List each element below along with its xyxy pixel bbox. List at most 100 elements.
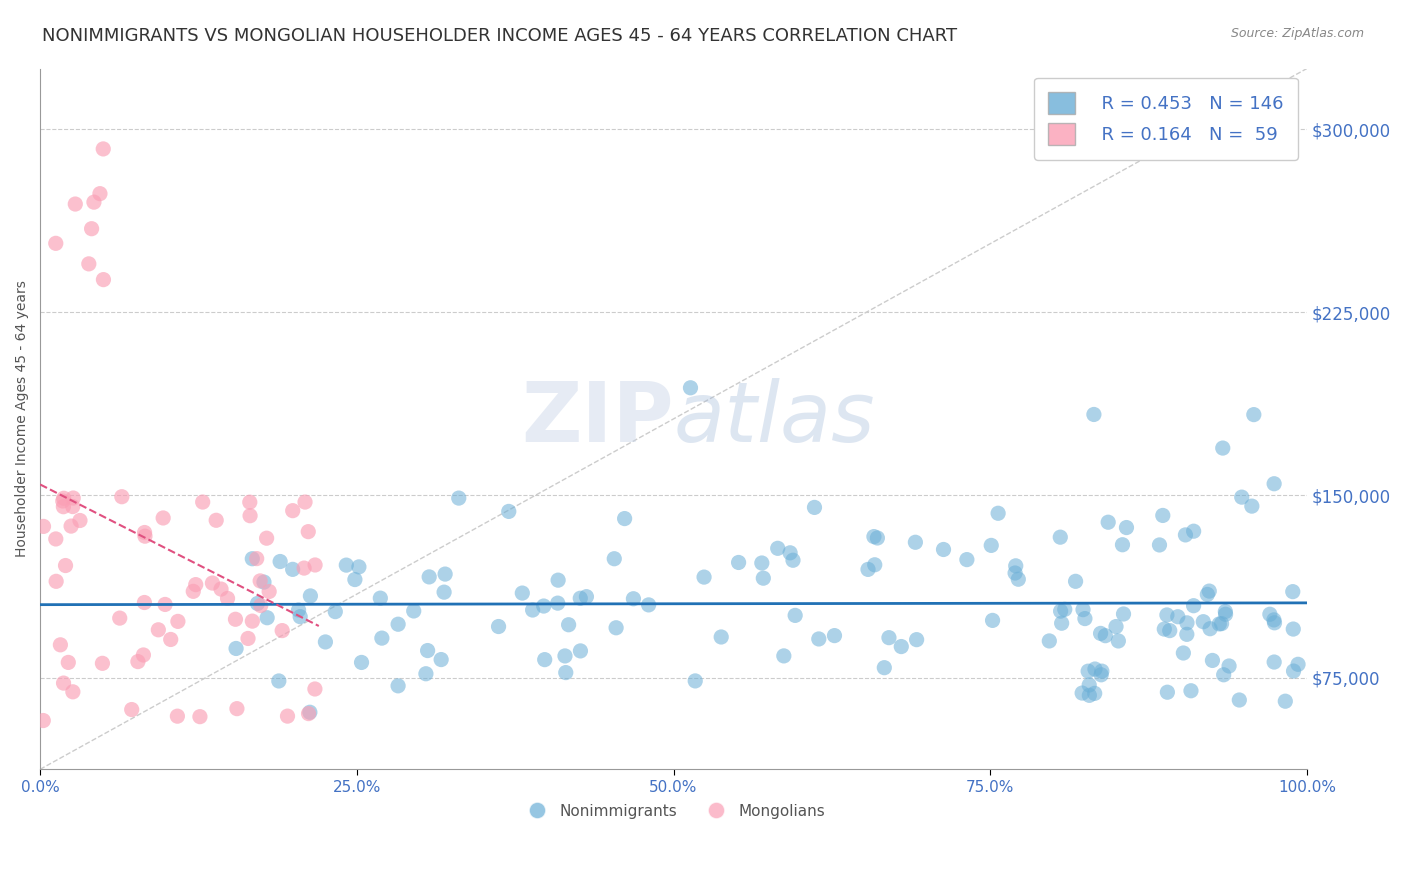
Point	[554, 665, 576, 680]
Point	[1053, 602, 1076, 616]
Point	[863, 530, 886, 544]
Point	[111, 490, 134, 504]
Point	[249, 574, 271, 588]
Point	[45, 532, 67, 546]
Point	[1180, 683, 1202, 698]
Point	[1243, 408, 1265, 422]
Point	[371, 631, 394, 645]
Point	[1078, 678, 1101, 692]
Point	[1198, 584, 1220, 599]
Point	[1263, 613, 1285, 627]
Point	[1211, 616, 1233, 631]
Point	[58, 656, 80, 670]
Point	[217, 591, 239, 606]
Point	[347, 560, 370, 574]
Point	[785, 608, 807, 623]
Point	[246, 597, 269, 611]
Point	[1212, 441, 1234, 455]
Point	[62, 685, 84, 699]
Point	[49, 638, 72, 652]
Point	[246, 551, 269, 566]
Point	[1182, 524, 1205, 539]
Point	[766, 541, 789, 556]
Point	[240, 551, 263, 566]
Point	[292, 561, 315, 575]
Point	[1173, 646, 1195, 660]
Point	[1084, 662, 1107, 676]
Point	[191, 495, 214, 509]
Point	[569, 644, 592, 658]
Point	[1152, 508, 1174, 523]
Point	[1175, 615, 1198, 630]
Point	[350, 656, 373, 670]
Point	[956, 552, 979, 566]
Point	[510, 586, 533, 600]
Point	[239, 508, 262, 523]
Point	[418, 570, 440, 584]
Point	[1215, 605, 1237, 619]
Point	[343, 573, 366, 587]
Point	[1174, 528, 1197, 542]
Point	[727, 556, 749, 570]
Point	[226, 701, 249, 715]
Point	[299, 589, 322, 603]
Point	[710, 630, 733, 644]
Point	[1263, 476, 1285, 491]
Point	[89, 186, 111, 201]
Point	[287, 603, 309, 617]
Point	[447, 491, 470, 505]
Point	[772, 648, 794, 663]
Point	[605, 621, 627, 635]
Point	[108, 611, 131, 625]
Point	[430, 652, 453, 666]
Point	[433, 585, 456, 599]
Point	[1038, 634, 1060, 648]
Point	[693, 570, 716, 584]
Point	[1156, 607, 1178, 622]
Point	[498, 504, 520, 518]
Point	[1230, 490, 1253, 504]
Point	[134, 595, 156, 609]
Point	[557, 617, 579, 632]
Point	[1071, 602, 1094, 616]
Point	[1156, 685, 1178, 699]
Point	[1004, 558, 1026, 573]
Point	[269, 554, 291, 568]
Point	[281, 503, 304, 517]
Point	[569, 591, 592, 606]
Point	[271, 624, 294, 638]
Point	[148, 623, 170, 637]
Point	[1286, 657, 1309, 672]
Point	[45, 236, 67, 251]
Text: atlas: atlas	[673, 378, 875, 459]
Point	[276, 709, 298, 723]
Point	[1049, 604, 1071, 618]
Point	[1263, 655, 1285, 669]
Point	[62, 491, 84, 505]
Point	[1112, 607, 1135, 621]
Point	[1115, 520, 1137, 534]
Point	[297, 524, 319, 539]
Point	[1282, 664, 1305, 678]
Text: NONIMMIGRANTS VS MONGOLIAN HOUSEHOLDER INCOME AGES 45 - 64 YEARS CORRELATION CHA: NONIMMIGRANTS VS MONGOLIAN HOUSEHOLDER I…	[42, 27, 957, 45]
Point	[1227, 693, 1250, 707]
Point	[201, 576, 224, 591]
Y-axis label: Householder Income Ages 45 - 64 years: Householder Income Ages 45 - 64 years	[15, 280, 30, 558]
Point	[55, 558, 77, 573]
Point	[782, 553, 804, 567]
Point	[314, 635, 336, 649]
Point	[488, 619, 510, 633]
Point	[904, 535, 927, 549]
Point	[52, 494, 75, 508]
Point	[52, 676, 75, 690]
Point	[91, 142, 114, 156]
Point	[402, 604, 425, 618]
Point	[547, 596, 569, 610]
Point	[52, 500, 75, 514]
Point	[188, 709, 211, 723]
Point	[1182, 599, 1205, 613]
Point	[1084, 686, 1107, 700]
Point	[1078, 689, 1101, 703]
Point	[256, 531, 278, 545]
Point	[1153, 622, 1175, 636]
